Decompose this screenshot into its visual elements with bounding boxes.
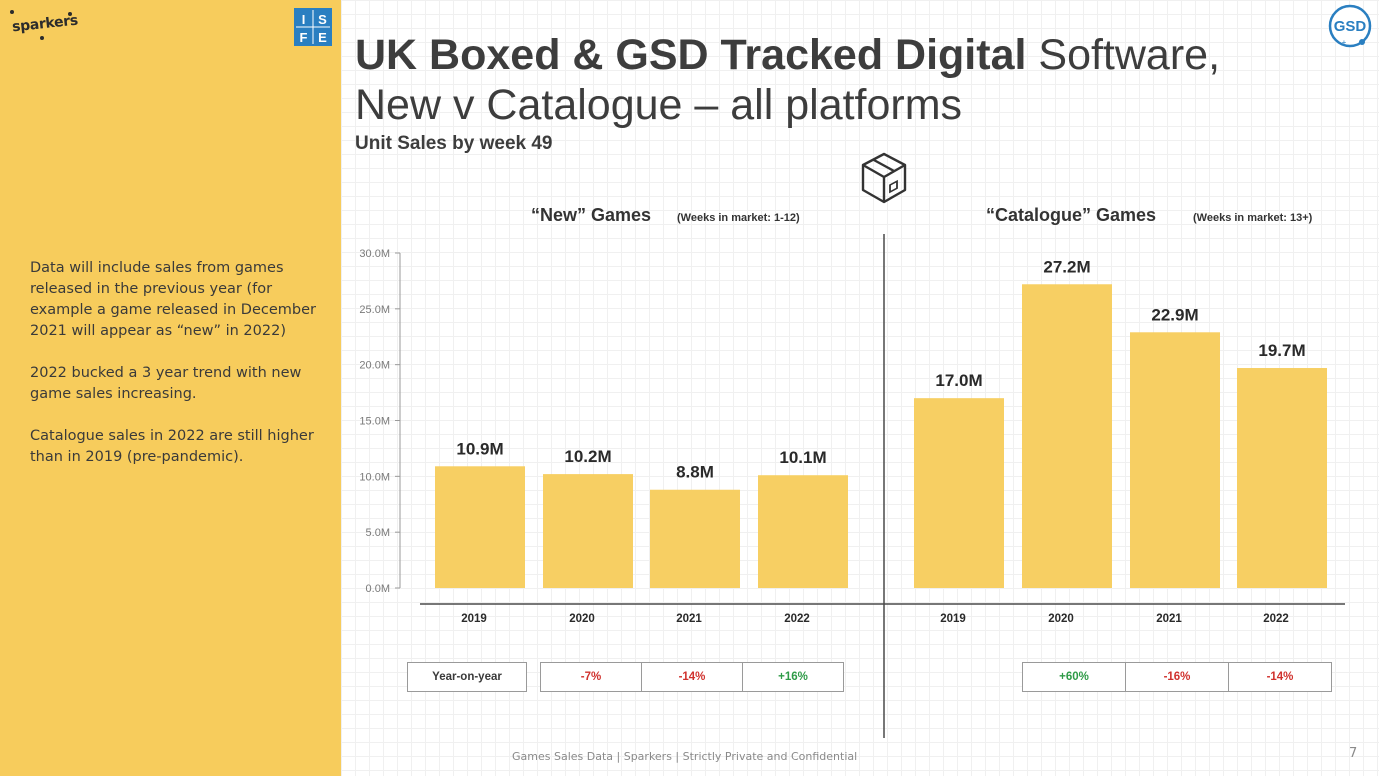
new-x-tick-label: 2019 bbox=[461, 613, 487, 625]
new-panel-subtitle: (Weeks in market: 1-12) bbox=[677, 212, 800, 224]
gsd-logo: GSD + bbox=[1328, 4, 1372, 48]
catalogue-x-tick-label: 2022 bbox=[1263, 613, 1289, 625]
yoy-label: Year-on-year bbox=[407, 662, 527, 692]
catalogue-data-label: 27.2M bbox=[1043, 257, 1090, 276]
isfe-letter: S bbox=[318, 12, 327, 27]
catalogue-x-tick-label: 2020 bbox=[1048, 613, 1074, 625]
yoy-catalogue-value: +60% bbox=[1022, 662, 1126, 692]
page-number: 7 bbox=[1349, 746, 1358, 761]
new-data-label: 10.2M bbox=[564, 447, 611, 466]
isfe-logo: I S F E bbox=[294, 8, 332, 46]
page-title: UK Boxed & GSD Tracked Digital Software,… bbox=[355, 30, 1315, 130]
title-regular: Software, bbox=[1026, 31, 1221, 79]
y-tick-label: 0.0M bbox=[366, 583, 390, 595]
new-data-label: 10.9M bbox=[456, 439, 503, 458]
title-bold: UK Boxed & GSD Tracked Digital bbox=[355, 31, 1027, 79]
isfe-letter: F bbox=[300, 30, 308, 45]
svg-text:+: + bbox=[1342, 38, 1347, 47]
new-bar bbox=[435, 466, 525, 588]
catalogue-bar bbox=[1130, 332, 1220, 588]
sidebar-notes: Data will include sales from games relea… bbox=[30, 258, 330, 489]
sidebar-note: 2022 bucked a 3 year trend with new game… bbox=[30, 365, 302, 402]
footer: Games Sales Data | Sparkers | Strictly P… bbox=[512, 750, 858, 763]
new-x-tick-label: 2020 bbox=[569, 613, 595, 625]
box-icon bbox=[861, 152, 907, 204]
catalogue-data-label: 22.9M bbox=[1151, 305, 1198, 324]
y-tick-label: 25.0M bbox=[359, 304, 390, 316]
sidebar-note: Data will include sales from games relea… bbox=[30, 260, 316, 339]
new-x-tick-label: 2021 bbox=[676, 613, 702, 625]
new-data-label: 10.1M bbox=[779, 448, 826, 467]
catalogue-panel-title: “Catalogue” Games bbox=[986, 205, 1156, 225]
yoy-catalogue-value: -16% bbox=[1126, 662, 1229, 692]
sparkers-logo: sparkers bbox=[10, 8, 94, 44]
yoy-new-value: -7% bbox=[540, 662, 642, 692]
y-tick-label: 30.0M bbox=[359, 248, 390, 260]
new-panel-title: “New” Games bbox=[531, 205, 651, 225]
catalogue-data-label: 19.7M bbox=[1258, 341, 1305, 360]
catalogue-x-tick-label: 2021 bbox=[1156, 613, 1182, 625]
new-data-label: 8.8M bbox=[676, 463, 714, 482]
yoy-catalogue-value: -14% bbox=[1229, 662, 1332, 692]
y-tick-label: 20.0M bbox=[359, 360, 390, 372]
new-bar bbox=[650, 489, 740, 588]
yoy-new-value: -14% bbox=[642, 662, 743, 692]
catalogue-bar bbox=[1237, 368, 1327, 588]
title-line2: New v Catalogue – all platforms bbox=[355, 81, 963, 129]
catalogue-data-label: 17.0M bbox=[935, 371, 982, 390]
sidebar: sparkers Data will include sales from ga… bbox=[0, 0, 341, 776]
catalogue-bar bbox=[914, 398, 1004, 588]
yoy-label-row: Year-on-year bbox=[407, 662, 527, 692]
gsd-logo-text: GSD bbox=[1334, 18, 1367, 35]
isfe-letter: E bbox=[318, 30, 327, 45]
sidebar-note: Catalogue sales in 2022 are still higher… bbox=[30, 428, 314, 465]
yoy-new-row: -7% -14% +16% bbox=[540, 662, 844, 692]
catalogue-bar bbox=[1022, 284, 1112, 588]
page-subtitle: Unit Sales by week 49 bbox=[355, 133, 553, 154]
catalogue-x-tick-label: 2019 bbox=[940, 613, 966, 625]
yoy-catalogue-row: +60% -16% -14% bbox=[1022, 662, 1332, 692]
y-tick-label: 10.0M bbox=[359, 471, 390, 483]
isfe-letter: I bbox=[302, 12, 306, 27]
y-tick-label: 5.0M bbox=[366, 527, 390, 539]
new-x-tick-label: 2022 bbox=[784, 613, 810, 625]
catalogue-panel-subtitle: (Weeks in market: 13+) bbox=[1193, 212, 1313, 224]
y-tick-label: 15.0M bbox=[359, 416, 390, 428]
new-bar bbox=[543, 474, 633, 588]
yoy-new-value: +16% bbox=[743, 662, 844, 692]
new-bar bbox=[758, 475, 848, 588]
